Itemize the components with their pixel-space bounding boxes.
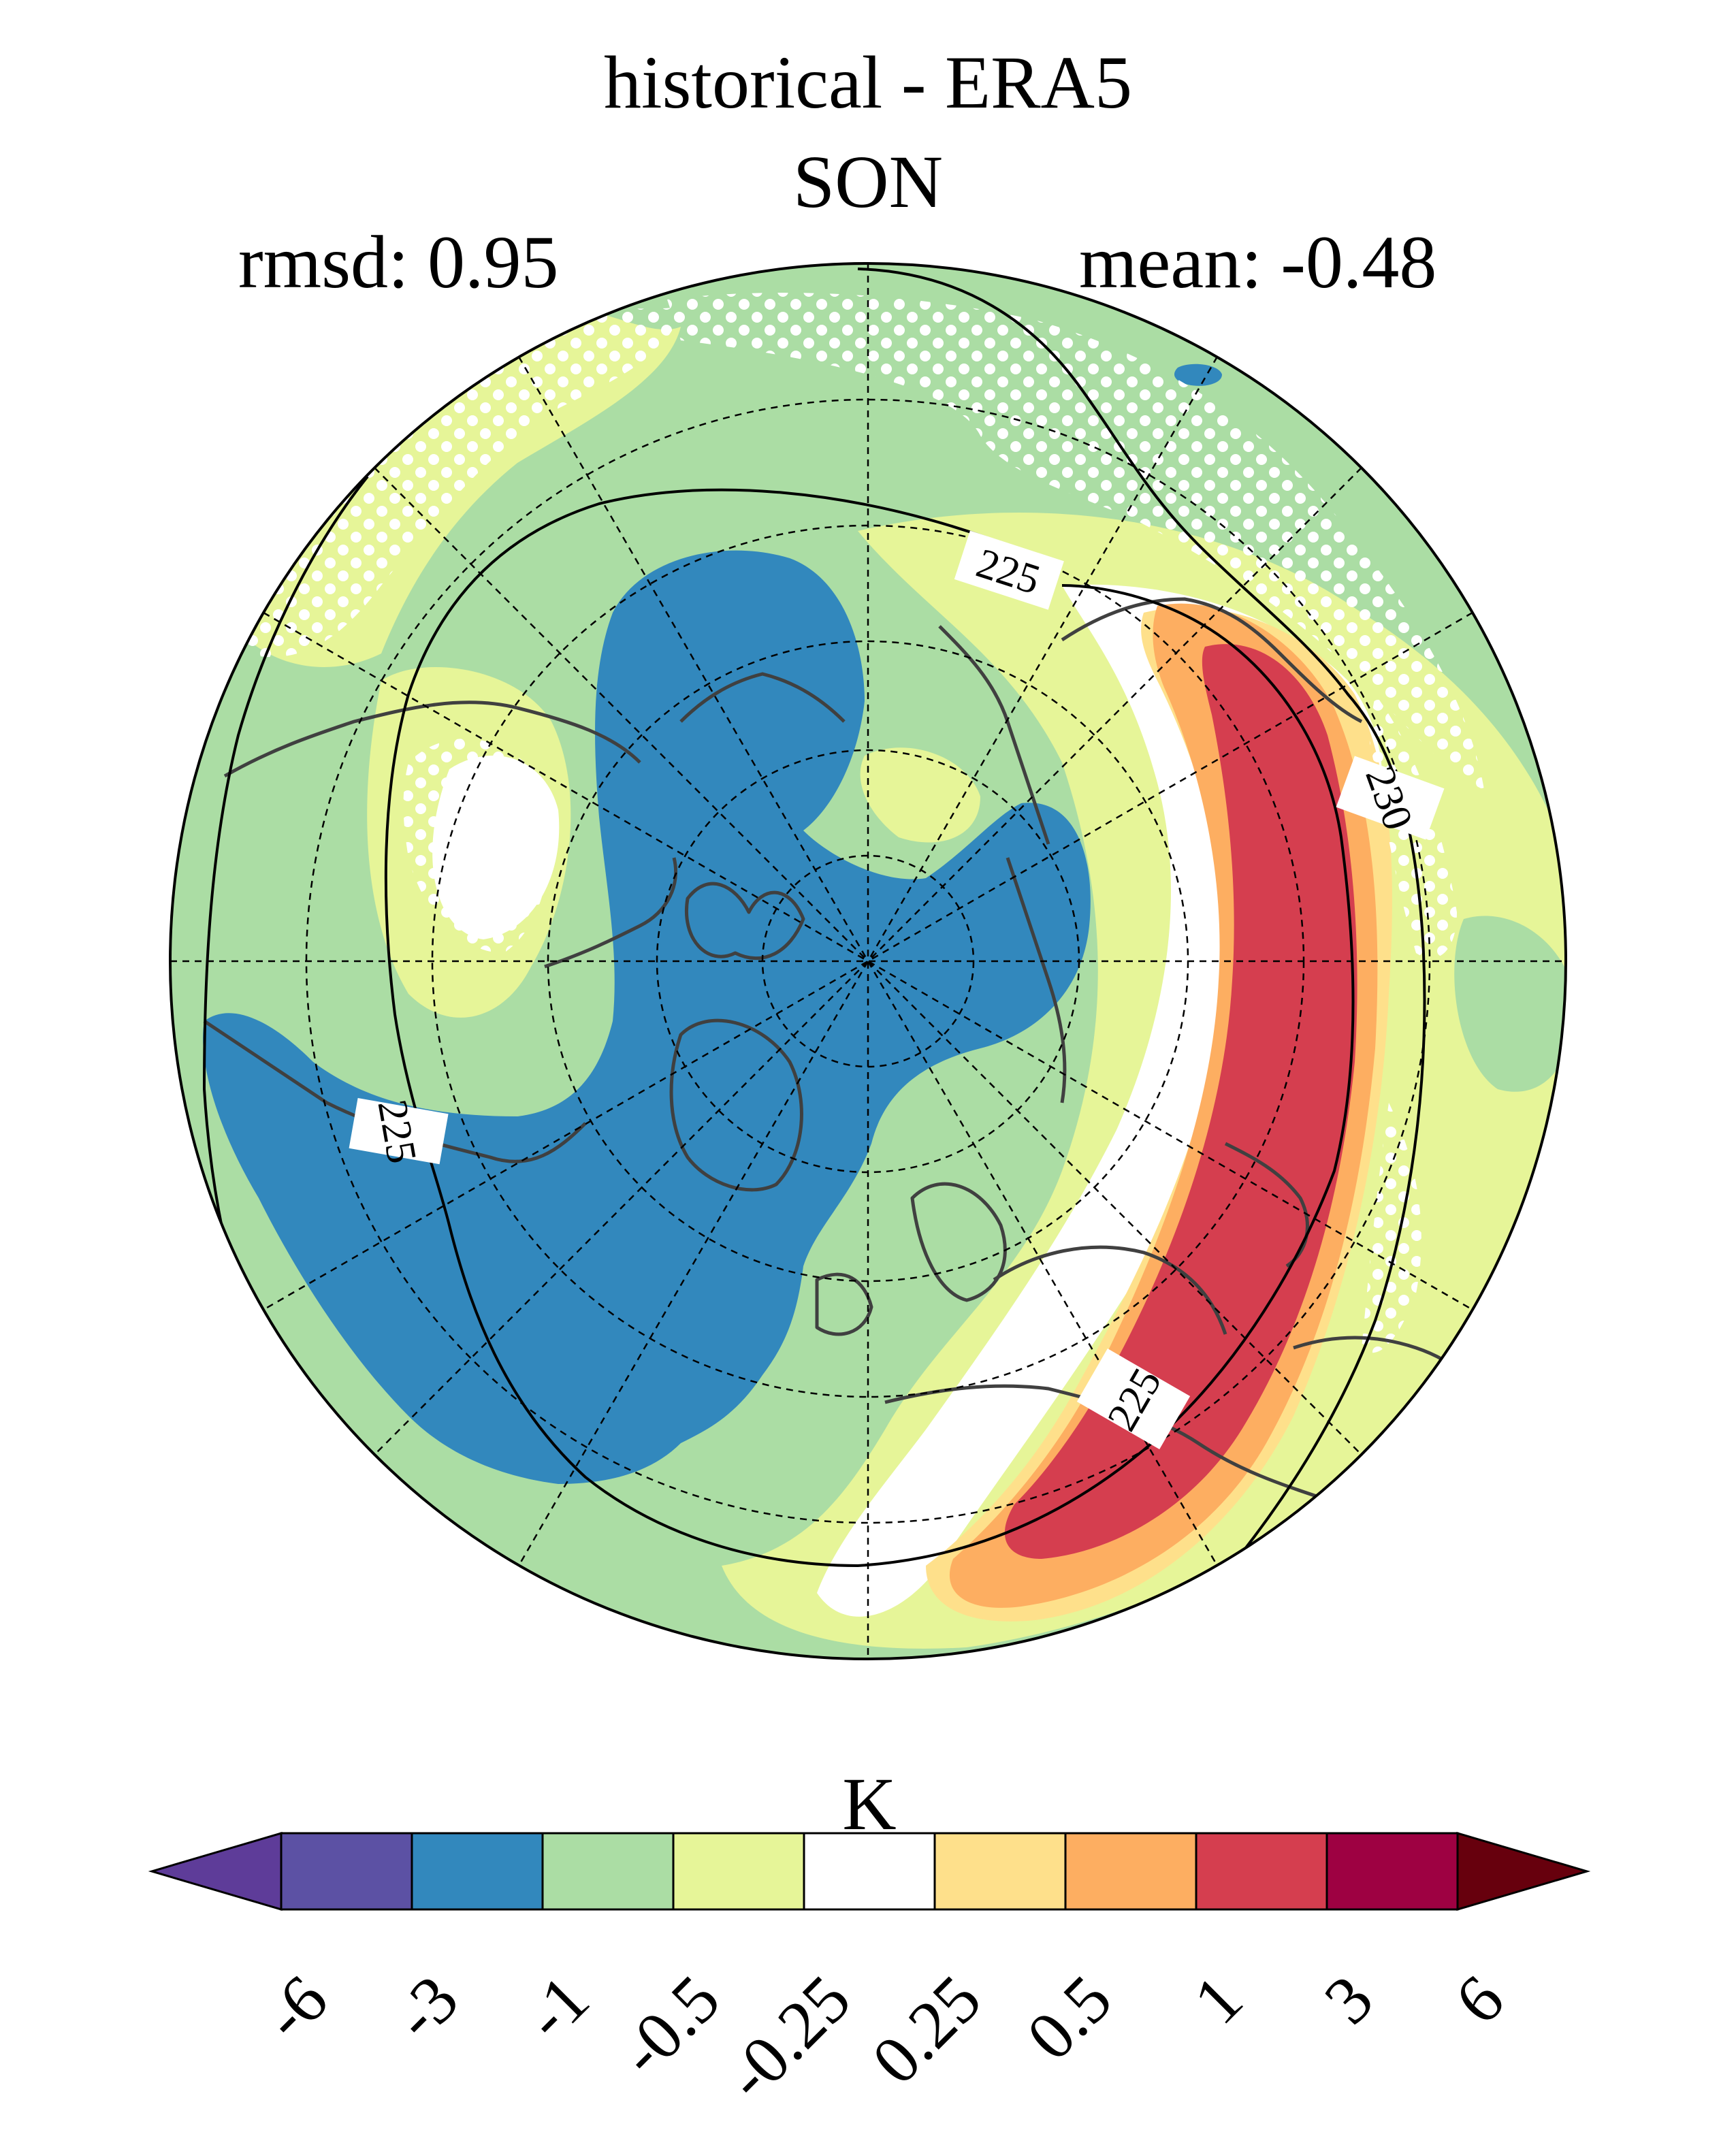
contour-225 — [384, 488, 1355, 1568]
contour-label-2: 225 — [368, 1097, 425, 1167]
colorbar-segment-8 — [1195, 1832, 1328, 1911]
colorbar-segment-5 — [803, 1832, 936, 1911]
chart-title: historical - ERA5 — [604, 41, 1132, 124]
colorbar-unit: K — [842, 1762, 897, 1845]
colorbar-segment-4 — [672, 1832, 805, 1911]
stipple-south-east — [1362, 1103, 1421, 1353]
season-label: SON — [792, 140, 944, 223]
colorbar-segment-6 — [933, 1832, 1067, 1911]
colorbar-segment-1 — [280, 1832, 413, 1911]
colorbar-extend-low — [148, 1831, 283, 1911]
mean-label: mean: -0.48 — [1079, 221, 1437, 304]
polar-map: 225 225 230 225 — [169, 262, 1567, 1660]
graticule — [170, 263, 1566, 1659]
map-border — [169, 262, 1567, 1660]
colorbar-segment-2 — [411, 1832, 544, 1911]
field-red — [1004, 644, 1357, 1559]
contour-label-boxes — [349, 530, 1445, 1449]
stipple-pacific — [403, 739, 550, 953]
stipple-upper-right — [667, 293, 1484, 790]
colorbar-segment-9 — [1325, 1832, 1459, 1911]
colorbar-segment-3 — [541, 1832, 675, 1911]
field-right-green-patch — [1454, 916, 1566, 1092]
field-arctic-blue — [203, 550, 1091, 1484]
rmsd-label: rmsd: 0.95 — [238, 221, 559, 304]
stipple-upper-left — [245, 306, 681, 658]
colorbar-segment-7 — [1064, 1832, 1197, 1911]
colorbar-extend-high — [1456, 1831, 1591, 1911]
